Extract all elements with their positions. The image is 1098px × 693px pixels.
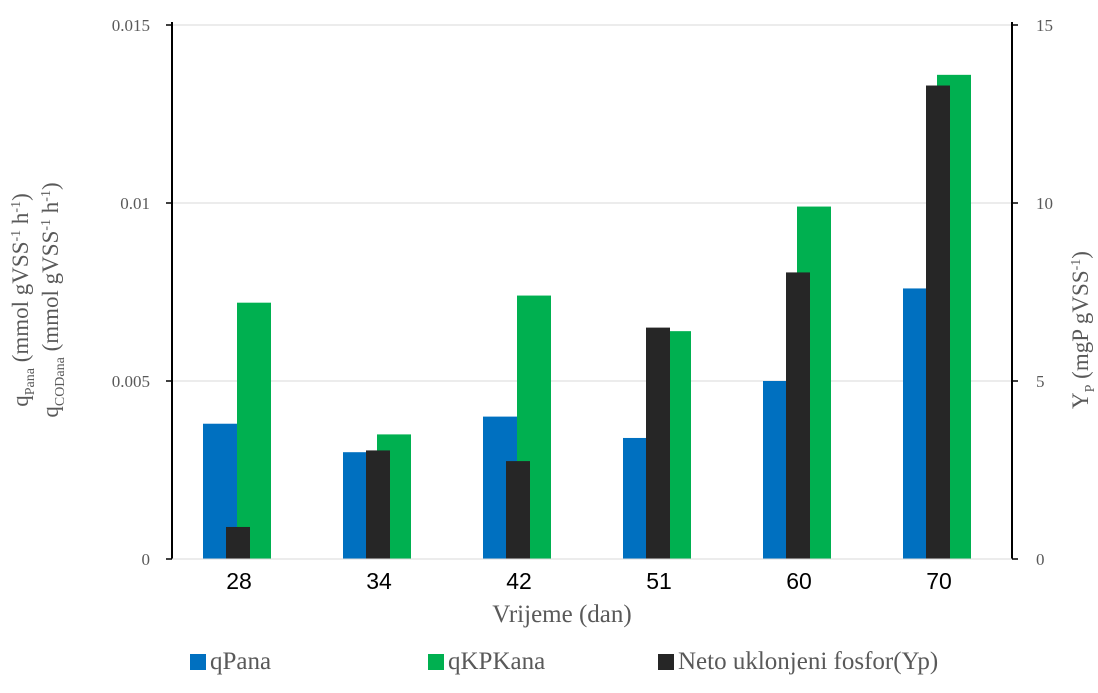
- category-label: 34: [366, 568, 392, 594]
- bars: [203, 74, 971, 560]
- labels: 0 0.005 0.01 0.015 0 5 10 15 28 34 42 51 60 70 Vrijeme…: [8, 16, 1098, 628]
- bar-yp: [226, 526, 250, 559]
- label-part: (mmol gVSS: [8, 242, 33, 369]
- left-y-label-line2: qCODana (mmol gVSS-1 h-1): [38, 182, 68, 417]
- legend-label-qpana: qPana: [210, 648, 272, 675]
- label-sup: -1: [9, 201, 24, 213]
- x-axis-label: Vrijeme (dan): [492, 601, 631, 628]
- category-label: 42: [506, 568, 532, 594]
- label-part: (mmol gVSS: [38, 231, 63, 358]
- category-label: 51: [646, 568, 672, 594]
- label-part: ): [1068, 251, 1093, 259]
- category-label: 60: [786, 568, 812, 594]
- legend: qPana qKPKana Neto uklonjeni fosfor(Yp): [0, 648, 1098, 688]
- right-y-label: YP (mgP gVSS-1): [1068, 251, 1098, 409]
- category-label: 70: [926, 568, 952, 594]
- legend-item-yp: Neto uklonjeni fosfor(Yp): [658, 648, 938, 676]
- left-y-label-line1: qPana (mmol gVSS-1 h-1): [8, 193, 38, 407]
- label-part: q: [38, 406, 63, 418]
- label-sub: Pana: [23, 367, 38, 395]
- axes: [166, 22, 1018, 560]
- label-sup: -1: [39, 219, 54, 231]
- right-tick-label: 0: [1036, 550, 1045, 569]
- label-part: h: [8, 212, 33, 230]
- gridlines: [172, 24, 1012, 382]
- label-part: ): [8, 193, 33, 201]
- legend-swatch-yp: [658, 654, 674, 670]
- legend-swatch-qpana: [190, 654, 206, 670]
- bar-qkpkana: [237, 302, 271, 559]
- combo-bar-chart: 0 0.005 0.01 0.015 0 5 10 15 28 34 42 51 60 70 Vrijeme…: [8, 16, 1098, 628]
- bar-yp: [366, 450, 390, 559]
- legend-item-qkpkana: qKPKana: [428, 648, 545, 676]
- left-tick-label: 0.015: [112, 16, 150, 35]
- label-sup: -1: [9, 230, 24, 242]
- label-part: q: [8, 395, 33, 407]
- left-tick-label: 0: [142, 550, 151, 569]
- label-part: h: [38, 201, 63, 219]
- legend-swatch-qkpkana: [428, 654, 444, 670]
- right-tick-label: 5: [1036, 372, 1045, 391]
- category-label: 28: [226, 568, 252, 594]
- label-sup: -1: [39, 190, 54, 202]
- label-sup: -1: [1069, 259, 1084, 271]
- label-sub: P: [1083, 384, 1098, 392]
- legend-label-qkpkana: qKPKana: [448, 648, 546, 675]
- right-tick-label: 15: [1036, 16, 1053, 35]
- label-sub: CODana: [53, 356, 68, 406]
- legend-label-yp: Neto uklonjeni fosfor(Yp): [678, 648, 939, 675]
- left-tick-label: 0.01: [120, 194, 150, 213]
- bar-yp: [926, 85, 950, 560]
- label-part: (mgP gVSS: [1068, 270, 1093, 384]
- bar-yp: [506, 461, 530, 559]
- right-tick-label: 10: [1036, 194, 1053, 213]
- left-tick-label: 0.005: [112, 372, 150, 391]
- legend-item-qpana: qPana: [190, 648, 271, 676]
- bar-yp: [646, 327, 670, 559]
- label-part: Y: [1068, 392, 1093, 409]
- label-part: ): [38, 182, 63, 190]
- bar-yp: [786, 272, 810, 559]
